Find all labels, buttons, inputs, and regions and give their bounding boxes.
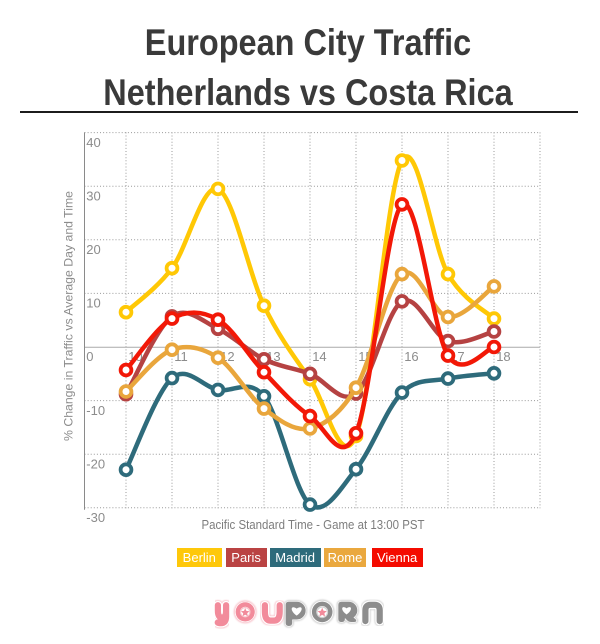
svg-text:18: 18 — [496, 349, 510, 364]
svg-text:-30: -30 — [86, 510, 105, 525]
svg-text:30: 30 — [86, 188, 100, 203]
svg-text:14: 14 — [312, 349, 326, 364]
svg-text:40: 40 — [86, 135, 100, 150]
svg-text:-20: -20 — [86, 456, 105, 471]
svg-text:% Change in Traffic vs Average: % Change in Traffic vs Average Day and T… — [62, 191, 76, 441]
svg-text:Pacific Standard Time - Game a: Pacific Standard Time - Game at 13:00 PS… — [202, 517, 425, 532]
svg-text:10: 10 — [86, 296, 100, 311]
svg-text:-10: -10 — [86, 403, 105, 418]
svg-text:0: 0 — [86, 349, 93, 364]
svg-text:20: 20 — [86, 242, 100, 257]
svg-text:16: 16 — [404, 349, 418, 364]
